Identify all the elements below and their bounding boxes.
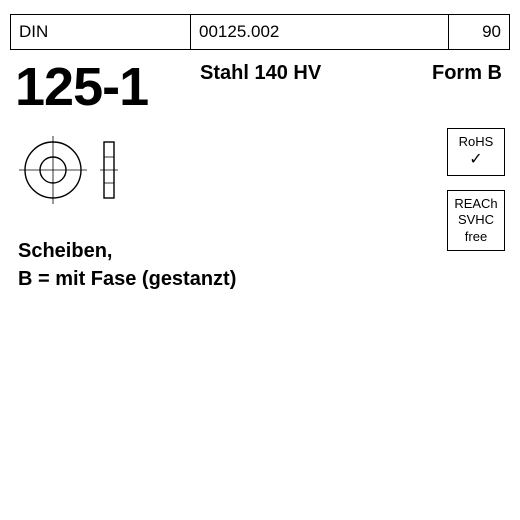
header-code: 00125.002: [199, 22, 279, 42]
part-number: 125-1: [15, 56, 148, 118]
datasheet-page: DIN 00125.002 90 125-1 Stahl 140 HV Form…: [0, 0, 520, 520]
check-icon: ✓: [452, 150, 500, 170]
description-line2: B = mit Fase (gestanzt): [18, 268, 236, 291]
header-standard-cell: DIN: [11, 15, 191, 49]
reach-line3: free: [452, 229, 500, 245]
reach-line1: REACh: [452, 196, 500, 212]
form-label: Form B: [432, 62, 502, 85]
material-label: Stahl 140 HV: [200, 62, 321, 85]
washer-drawing: [18, 130, 138, 215]
header-code-cell: 00125.002: [191, 15, 449, 49]
rohs-badge: RoHS ✓: [447, 128, 505, 176]
reach-line2: SVHC: [452, 212, 500, 228]
header-standard: DIN: [19, 22, 48, 42]
rohs-label: RoHS: [452, 134, 500, 150]
header-rev-cell: 90: [449, 15, 509, 49]
washer-svg: [18, 130, 138, 210]
reach-badge: REACh SVHC free: [447, 190, 505, 251]
description-line1: Scheiben,: [18, 240, 112, 263]
header-table: DIN 00125.002 90: [10, 14, 510, 50]
header-rev: 90: [482, 22, 501, 42]
